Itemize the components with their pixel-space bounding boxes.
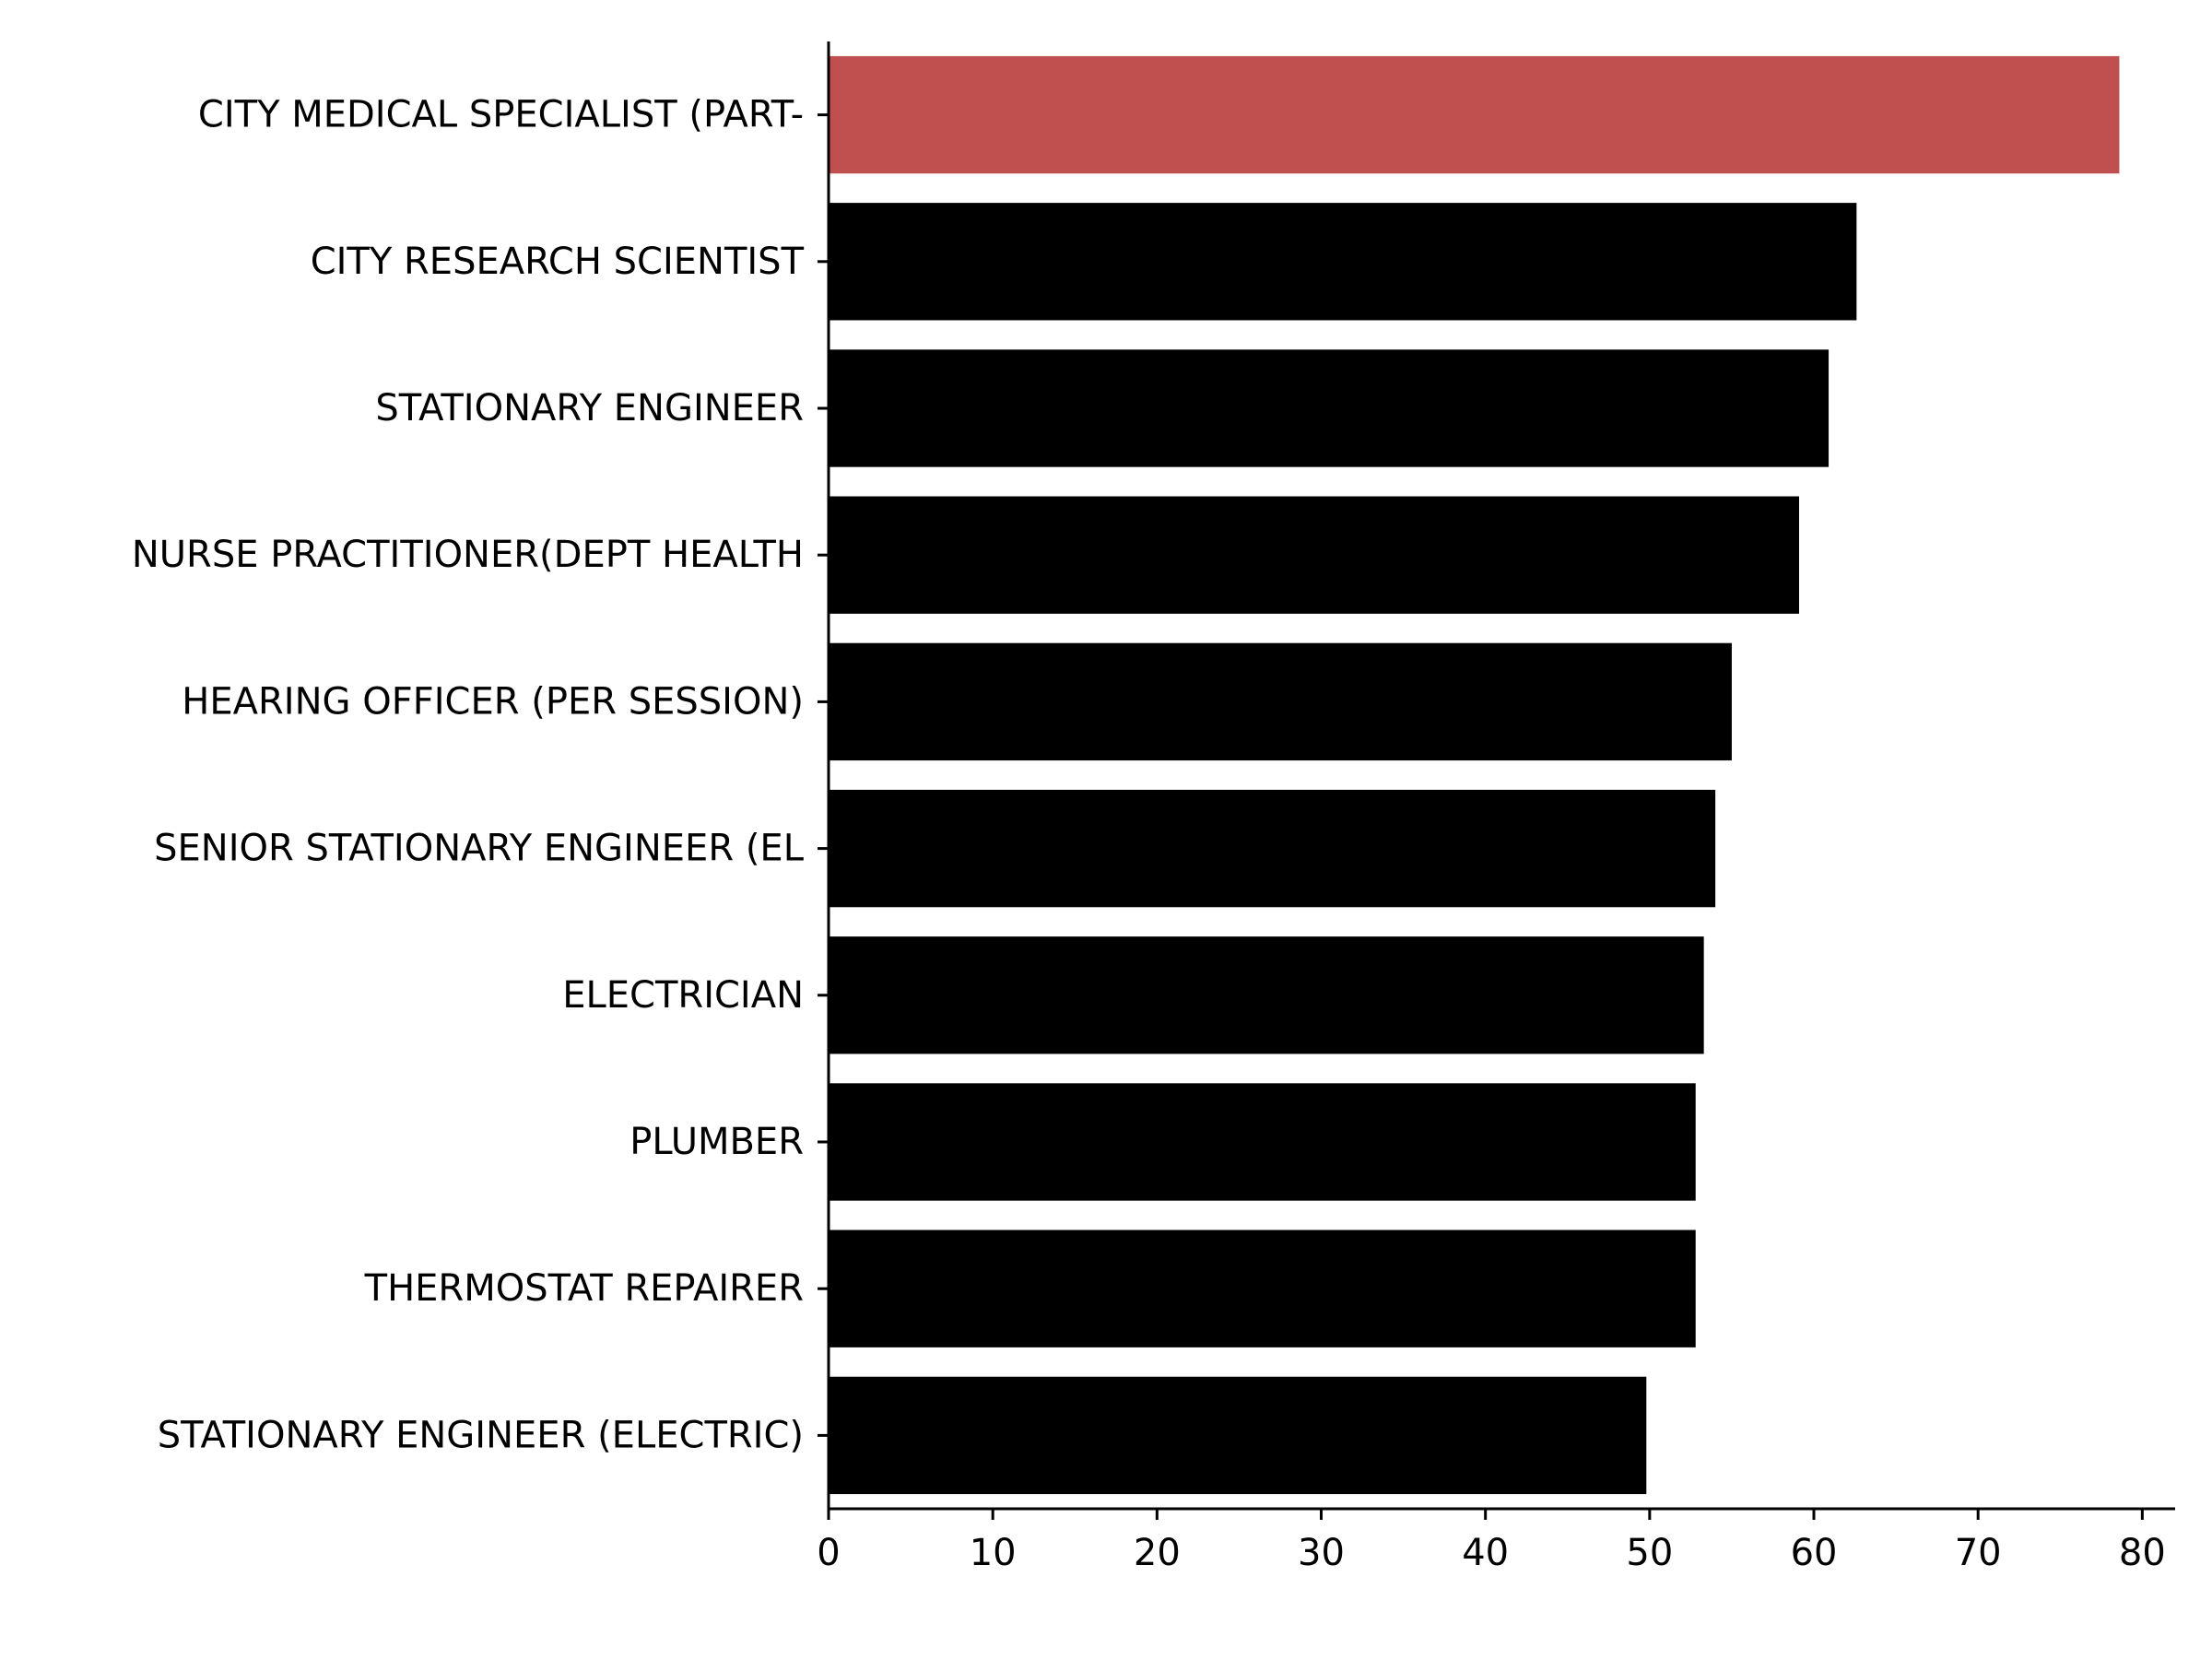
bar-5	[829, 789, 1716, 908]
category-label-1: CITY RESEARCH SCIENTIST	[311, 241, 805, 283]
x-tick-label-7: 70	[1955, 1532, 2002, 1574]
category-label-8: THERMOSTAT REPAIRER	[364, 1267, 804, 1310]
x-tick-label-4: 40	[1462, 1532, 1509, 1574]
category-labels: CITY MEDICAL SPECIALIST (PART- CITY RESEA…	[132, 94, 805, 1457]
bar-6	[829, 936, 1704, 1054]
bar-2	[829, 349, 1830, 467]
bar-9	[829, 1376, 1647, 1495]
bar-8	[829, 1230, 1696, 1347]
category-label-7: PLUMBER	[629, 1121, 804, 1163]
x-tick-label-3: 30	[1298, 1532, 1345, 1574]
x-tick-label-0: 0	[817, 1532, 840, 1574]
category-label-0: CITY MEDICAL SPECIALIST (PART-	[198, 94, 804, 136]
category-label-3: NURSE PRACTITIONER(DEPT HEALTH	[132, 534, 804, 576]
bars-group	[829, 55, 2120, 1495]
x-tick-label-6: 60	[1791, 1532, 1838, 1574]
bar-3	[829, 496, 1799, 614]
category-label-9: STATIONARY ENGINEER (ELECTRIC)	[158, 1414, 804, 1456]
category-label-6: ELECTRICIAN	[562, 974, 804, 1017]
bar-1	[829, 203, 1857, 321]
category-label-4: HEARING OFFICER (PER SESSION)	[182, 680, 804, 723]
bar-7	[829, 1083, 1696, 1201]
bar-4	[829, 642, 1732, 761]
x-tick-label-5: 50	[1626, 1532, 1673, 1574]
x-axis-tick-labels: 0 10 20 30 40 50 60 70 80	[817, 1532, 2166, 1574]
x-tick-label-1: 10	[970, 1532, 1017, 1574]
x-axis-ticks	[827, 1509, 2144, 1520]
x-tick-label-2: 20	[1134, 1532, 1181, 1574]
y-axis-ticks	[818, 113, 829, 1437]
category-label-2: STATIONARY ENGINEER	[375, 387, 804, 429]
x-tick-label-8: 80	[2119, 1532, 2166, 1574]
bar-0	[829, 55, 2120, 174]
category-label-5: SENIOR STATIONARY ENGINEER (EL	[154, 828, 805, 870]
